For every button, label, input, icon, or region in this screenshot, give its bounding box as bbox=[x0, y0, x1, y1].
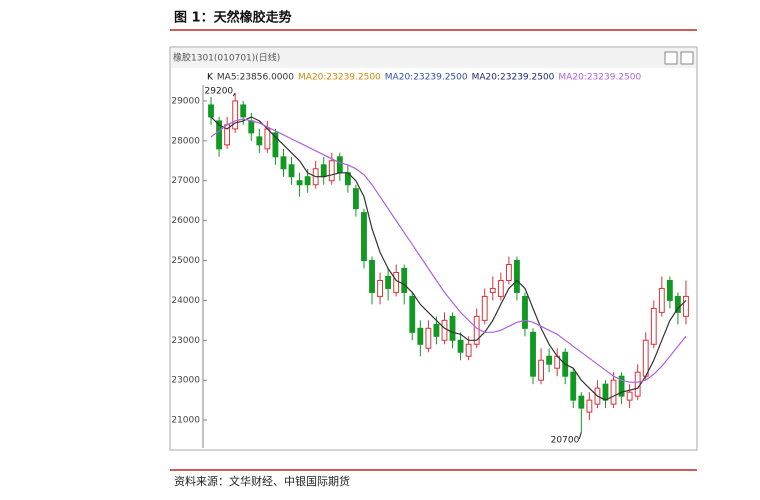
candle-body bbox=[610, 379, 617, 405]
candle-body bbox=[586, 399, 593, 413]
candle-body bbox=[240, 104, 247, 118]
candle-body bbox=[481, 295, 488, 321]
candle-body bbox=[642, 339, 649, 377]
candle-body bbox=[280, 156, 287, 170]
candle-body bbox=[578, 395, 585, 409]
candle-body bbox=[320, 164, 327, 178]
figure-title: 图 1：天然橡胶走势 bbox=[174, 10, 292, 26]
candle-body bbox=[433, 323, 440, 337]
candle-body bbox=[361, 212, 367, 262]
y-tick-label: 29000 bbox=[171, 96, 200, 106]
legend-entry: MA20:23239.2500 bbox=[385, 73, 468, 83]
candle-body bbox=[304, 176, 311, 186]
ma-line bbox=[210, 118, 687, 383]
candle-body bbox=[425, 327, 432, 349]
panel-button[interactable] bbox=[664, 51, 678, 65]
legend-entry: K bbox=[207, 73, 214, 83]
panel-header bbox=[171, 48, 696, 68]
candle-body bbox=[618, 375, 625, 397]
candle-body bbox=[264, 128, 271, 150]
candle-body bbox=[489, 287, 496, 293]
source-note: 资料来源：文华财经、中银国际期货 bbox=[174, 474, 350, 488]
y-tick-label: 23000 bbox=[171, 376, 200, 386]
y-tick-label: 24000 bbox=[171, 296, 200, 306]
candle-body bbox=[288, 164, 295, 178]
candle-body bbox=[353, 188, 359, 210]
plot: 29000 28000 27000 26000 25000 24000 23000 23000… bbox=[171, 86, 689, 446]
candle-body bbox=[666, 279, 673, 301]
candle-body bbox=[570, 371, 577, 401]
panel-title: 橡胶1301(010701)(日线) bbox=[173, 52, 280, 64]
candle-body bbox=[449, 315, 456, 341]
candle-body bbox=[336, 156, 343, 174]
legend-entry: MA20:23239.2500 bbox=[558, 73, 641, 83]
candle-body bbox=[473, 315, 480, 345]
candle-body bbox=[530, 331, 536, 377]
candle-body bbox=[441, 319, 448, 341]
candle-body bbox=[457, 339, 464, 353]
candle-body bbox=[208, 104, 214, 118]
annotation-leader bbox=[578, 431, 582, 440]
candle-body bbox=[658, 287, 665, 313]
annotation: 29200 bbox=[205, 86, 234, 96]
y-tick-label: 28000 bbox=[171, 136, 200, 146]
annotation: 20700 bbox=[551, 436, 580, 446]
legend-entry: MA5:23856.0000 bbox=[217, 73, 294, 83]
candle-body bbox=[401, 267, 408, 293]
legend-entry: MA20:23239.2500 bbox=[472, 73, 555, 83]
panel-button[interactable] bbox=[680, 51, 694, 65]
candle-body bbox=[296, 180, 303, 186]
candle-body bbox=[675, 295, 681, 313]
y-tick-label: 23000 bbox=[171, 336, 200, 346]
candle-body bbox=[538, 359, 544, 381]
candle-body bbox=[216, 120, 222, 150]
y-tick-label: 27000 bbox=[171, 176, 200, 186]
legend-entry: MA20:23239.2500 bbox=[298, 73, 381, 83]
candle-body bbox=[385, 275, 392, 289]
candle-body bbox=[602, 383, 609, 401]
annotation-leader bbox=[232, 92, 236, 97]
ma-line bbox=[210, 116, 687, 401]
candle-body bbox=[393, 271, 400, 293]
candle-body bbox=[546, 355, 553, 365]
candle-body bbox=[522, 295, 528, 329]
candle-body bbox=[417, 327, 424, 345]
candle-body bbox=[626, 391, 633, 401]
legend: K MA5:23856.0000 MA20:23239.2500 MA20:23239… bbox=[207, 73, 641, 83]
candle-body bbox=[256, 136, 263, 146]
candle-body bbox=[232, 100, 239, 130]
y-tick-label: 21000 bbox=[171, 416, 200, 426]
y-tick-label: 25000 bbox=[171, 256, 200, 266]
chart-panel bbox=[169, 46, 698, 451]
candle-body bbox=[369, 260, 375, 293]
candle-body bbox=[328, 160, 335, 182]
candle-body bbox=[650, 307, 657, 345]
candle-body bbox=[505, 264, 512, 281]
candle-body bbox=[248, 120, 255, 134]
candle-body bbox=[465, 343, 472, 357]
candle-body bbox=[683, 295, 689, 317]
candle-body bbox=[409, 295, 416, 333]
candle-body bbox=[514, 260, 520, 293]
candle-body bbox=[377, 279, 383, 297]
candle-body bbox=[634, 371, 641, 397]
candle-body bbox=[497, 279, 504, 297]
y-tick-label: 26000 bbox=[171, 216, 200, 226]
candle-body bbox=[272, 132, 279, 158]
